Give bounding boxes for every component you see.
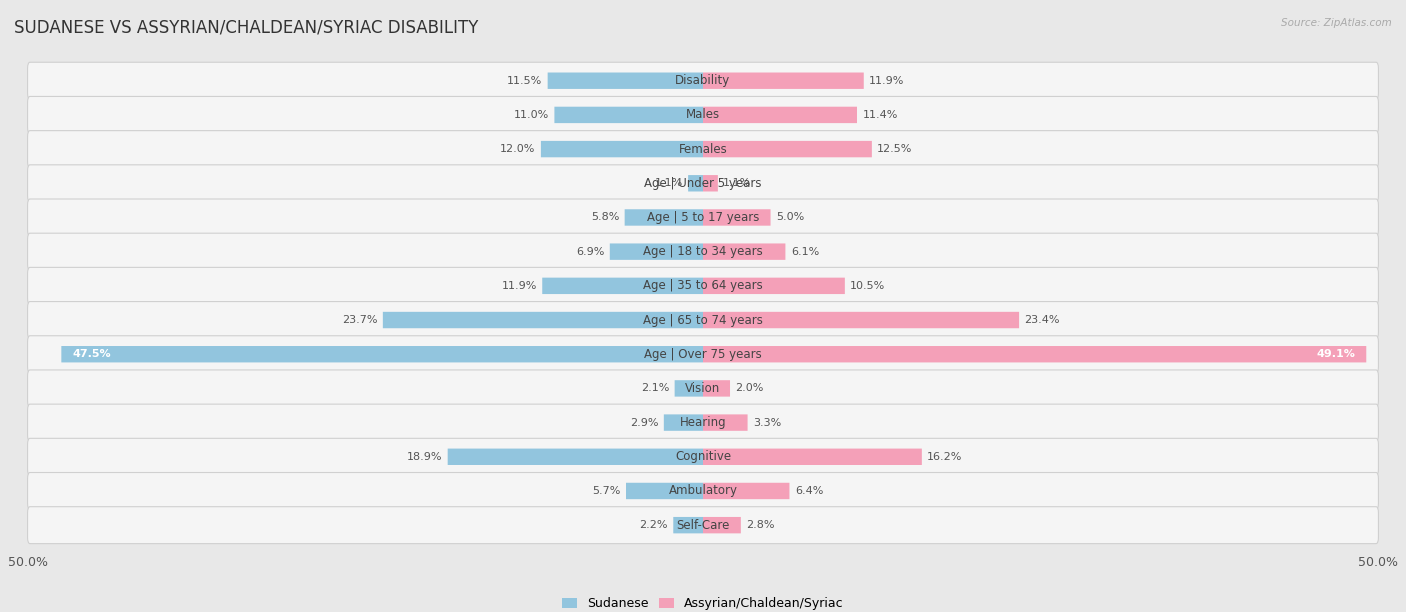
- FancyBboxPatch shape: [610, 244, 703, 260]
- FancyBboxPatch shape: [703, 483, 789, 499]
- FancyBboxPatch shape: [28, 130, 1378, 168]
- Text: SUDANESE VS ASSYRIAN/CHALDEAN/SYRIAC DISABILITY: SUDANESE VS ASSYRIAN/CHALDEAN/SYRIAC DIS…: [14, 18, 478, 36]
- FancyBboxPatch shape: [554, 106, 703, 123]
- Text: Cognitive: Cognitive: [675, 450, 731, 463]
- FancyBboxPatch shape: [703, 244, 786, 260]
- Text: 2.0%: 2.0%: [735, 383, 763, 394]
- Text: 12.5%: 12.5%: [877, 144, 912, 154]
- Text: 2.9%: 2.9%: [630, 417, 658, 428]
- FancyBboxPatch shape: [703, 346, 1367, 362]
- Text: Vision: Vision: [685, 382, 721, 395]
- Text: 5.0%: 5.0%: [776, 212, 804, 223]
- Text: 11.9%: 11.9%: [502, 281, 537, 291]
- Text: 2.1%: 2.1%: [641, 383, 669, 394]
- Text: 16.2%: 16.2%: [927, 452, 963, 462]
- FancyBboxPatch shape: [664, 414, 703, 431]
- FancyBboxPatch shape: [28, 370, 1378, 407]
- FancyBboxPatch shape: [28, 62, 1378, 99]
- Text: Females: Females: [679, 143, 727, 155]
- Text: Self-Care: Self-Care: [676, 518, 730, 532]
- Text: 49.1%: 49.1%: [1316, 349, 1355, 359]
- Text: 12.0%: 12.0%: [501, 144, 536, 154]
- Text: 11.0%: 11.0%: [513, 110, 548, 120]
- Text: 2.2%: 2.2%: [640, 520, 668, 530]
- Text: 1.1%: 1.1%: [723, 178, 752, 188]
- FancyBboxPatch shape: [28, 267, 1378, 304]
- Text: 23.4%: 23.4%: [1025, 315, 1060, 325]
- Text: 6.9%: 6.9%: [576, 247, 605, 256]
- Text: 47.5%: 47.5%: [72, 349, 111, 359]
- FancyBboxPatch shape: [624, 209, 703, 226]
- FancyBboxPatch shape: [28, 233, 1378, 270]
- Text: Age | 5 to 17 years: Age | 5 to 17 years: [647, 211, 759, 224]
- FancyBboxPatch shape: [548, 72, 703, 89]
- FancyBboxPatch shape: [541, 141, 703, 157]
- Text: 5.8%: 5.8%: [591, 212, 619, 223]
- Text: Hearing: Hearing: [679, 416, 727, 429]
- FancyBboxPatch shape: [703, 414, 748, 431]
- Text: 5.7%: 5.7%: [592, 486, 620, 496]
- FancyBboxPatch shape: [703, 517, 741, 534]
- FancyBboxPatch shape: [28, 404, 1378, 441]
- FancyBboxPatch shape: [703, 141, 872, 157]
- FancyBboxPatch shape: [703, 380, 730, 397]
- Text: 23.7%: 23.7%: [342, 315, 377, 325]
- Text: Age | 18 to 34 years: Age | 18 to 34 years: [643, 245, 763, 258]
- FancyBboxPatch shape: [703, 278, 845, 294]
- Text: Ambulatory: Ambulatory: [668, 485, 738, 498]
- FancyBboxPatch shape: [703, 312, 1019, 328]
- Text: 11.9%: 11.9%: [869, 76, 904, 86]
- Text: Disability: Disability: [675, 74, 731, 88]
- FancyBboxPatch shape: [28, 507, 1378, 543]
- Text: Age | 35 to 64 years: Age | 35 to 64 years: [643, 279, 763, 293]
- FancyBboxPatch shape: [28, 472, 1378, 509]
- FancyBboxPatch shape: [28, 165, 1378, 202]
- FancyBboxPatch shape: [688, 175, 703, 192]
- Text: 11.5%: 11.5%: [508, 76, 543, 86]
- Text: 10.5%: 10.5%: [851, 281, 886, 291]
- FancyBboxPatch shape: [543, 278, 703, 294]
- FancyBboxPatch shape: [703, 209, 770, 226]
- Text: 18.9%: 18.9%: [406, 452, 443, 462]
- Text: Source: ZipAtlas.com: Source: ZipAtlas.com: [1281, 18, 1392, 28]
- Text: Age | Under 5 years: Age | Under 5 years: [644, 177, 762, 190]
- FancyBboxPatch shape: [673, 517, 703, 534]
- Text: Males: Males: [686, 108, 720, 121]
- Text: 11.4%: 11.4%: [862, 110, 898, 120]
- FancyBboxPatch shape: [703, 175, 718, 192]
- FancyBboxPatch shape: [447, 449, 703, 465]
- FancyBboxPatch shape: [28, 336, 1378, 373]
- Text: Age | Over 75 years: Age | Over 75 years: [644, 348, 762, 360]
- FancyBboxPatch shape: [382, 312, 703, 328]
- Text: Age | 65 to 74 years: Age | 65 to 74 years: [643, 313, 763, 327]
- Text: 3.3%: 3.3%: [754, 417, 782, 428]
- FancyBboxPatch shape: [703, 106, 858, 123]
- FancyBboxPatch shape: [28, 199, 1378, 236]
- FancyBboxPatch shape: [626, 483, 703, 499]
- FancyBboxPatch shape: [28, 438, 1378, 476]
- FancyBboxPatch shape: [28, 97, 1378, 133]
- Legend: Sudanese, Assyrian/Chaldean/Syriac: Sudanese, Assyrian/Chaldean/Syriac: [558, 594, 848, 612]
- Text: 2.8%: 2.8%: [747, 520, 775, 530]
- Text: 6.1%: 6.1%: [790, 247, 820, 256]
- FancyBboxPatch shape: [703, 72, 863, 89]
- Text: 6.4%: 6.4%: [794, 486, 824, 496]
- Text: 1.1%: 1.1%: [654, 178, 683, 188]
- FancyBboxPatch shape: [703, 449, 922, 465]
- FancyBboxPatch shape: [28, 302, 1378, 338]
- FancyBboxPatch shape: [675, 380, 703, 397]
- FancyBboxPatch shape: [62, 346, 703, 362]
